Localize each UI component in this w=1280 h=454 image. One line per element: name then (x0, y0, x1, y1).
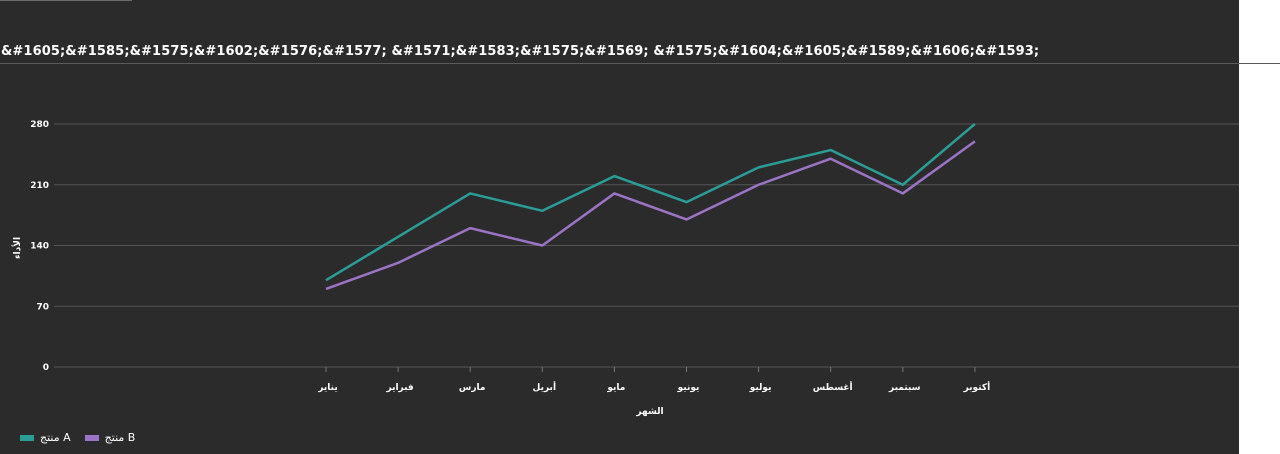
title-divider (0, 63, 1280, 64)
x-tick-label: أكتوبر (963, 381, 991, 393)
x-axis-ticks: يناير فبراير مارس أبريل مايو يونيو يوليو أغسطس س… (317, 367, 990, 393)
legend-swatch-icon (84, 434, 99, 441)
legend-label: منتج A (40, 431, 71, 444)
legend-item-series-b[interactable]: منتج B (84, 431, 136, 444)
y-tick-label: 210 (30, 181, 49, 191)
y-axis-title: الأداء (11, 237, 23, 259)
chart-title: &#1605;&#1585;&#1575;&#1602;&#1576;&#157… (1, 44, 1040, 59)
y-tick-label: 0 (43, 363, 49, 373)
x-tick-label: مايو (606, 383, 625, 393)
y-tick-label: 140 (30, 242, 49, 252)
x-tick-label: سبتمبر (888, 383, 921, 393)
x-tick-label: مارس (459, 383, 486, 393)
legend-item-series-a[interactable]: منتج A (20, 431, 71, 444)
x-tick-label: أغسطس (813, 381, 853, 393)
legend: منتج A منتج B (20, 431, 135, 444)
y-tick-label: 70 (36, 302, 49, 312)
x-axis-title: الشهر (635, 407, 663, 417)
chart-panel (0, 0, 1239, 454)
grid-lines (54, 123, 1239, 368)
x-tick-label: يوليو (749, 383, 772, 393)
x-tick-label: يونيو (677, 383, 700, 393)
top-tab-indicator (0, 0, 132, 1)
legend-swatch-icon (20, 434, 34, 441)
legend-label: منتج B (104, 431, 136, 444)
x-tick-label: يناير (317, 383, 337, 393)
series-lines (325, 123, 976, 291)
series-line-a[interactable] (325, 123, 976, 282)
y-tick-label: 280 (30, 120, 49, 130)
x-tick-label: أبريل (533, 381, 556, 393)
line-chart: 0 70 140 210 280 يناير فبراير مارس أبريل مايو يون… (11, 120, 1239, 417)
x-tick-label: فبراير (385, 383, 413, 393)
y-axis-ticks: 0 70 140 210 280 (30, 120, 49, 373)
series-line-b[interactable] (325, 140, 976, 291)
